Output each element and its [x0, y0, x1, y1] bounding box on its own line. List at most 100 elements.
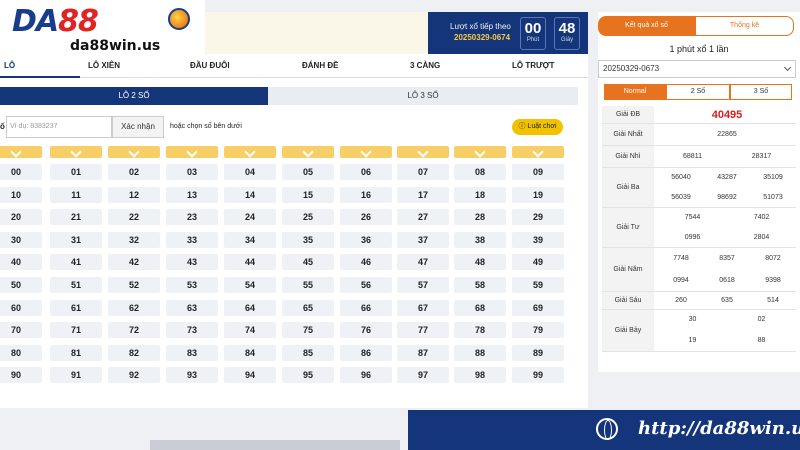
number-cell[interactable]: 80 [0, 344, 42, 361]
number-cell[interactable]: 58 [454, 277, 506, 293]
number-cell[interactable]: 46 [340, 254, 392, 271]
column-select-chevron[interactable] [224, 146, 276, 158]
site-logo[interactable]: DA88 da88win.us [0, 0, 205, 60]
number-cell[interactable]: 40 [0, 254, 42, 271]
column-select-chevron[interactable] [108, 146, 160, 158]
number-cell[interactable]: 33 [166, 231, 218, 248]
number-cell[interactable]: 89 [512, 344, 564, 361]
number-cell[interactable]: 03 [166, 164, 218, 180]
number-cell[interactable]: 72 [108, 322, 160, 339]
session-select[interactable]: 20250329-0673 [598, 60, 796, 78]
mode-3-so[interactable]: 3 Số [730, 84, 792, 100]
number-input[interactable]: Ví dụ: 8383237 [6, 116, 112, 138]
number-cell[interactable]: 59 [512, 277, 564, 293]
number-cell[interactable]: 88 [454, 344, 506, 361]
number-cell[interactable]: 56 [340, 277, 392, 293]
number-cell[interactable]: 62 [108, 299, 160, 316]
number-cell[interactable]: 00 [0, 164, 42, 180]
number-cell[interactable]: 64 [224, 299, 276, 316]
mode-normal[interactable]: Normal [604, 84, 666, 100]
rules-button[interactable]: ⓘ Luật chơi [512, 119, 563, 135]
number-cell[interactable]: 04 [224, 164, 276, 180]
number-cell[interactable]: 16 [340, 186, 392, 203]
number-cell[interactable]: 38 [454, 231, 506, 248]
number-cell[interactable]: 41 [50, 254, 102, 271]
number-cell[interactable]: 15 [282, 186, 334, 203]
number-cell[interactable]: 97 [397, 367, 449, 384]
number-cell[interactable]: 61 [50, 299, 102, 316]
number-cell[interactable]: 09 [512, 164, 564, 180]
tab-3-cang[interactable]: 3 CÀNG [410, 61, 441, 70]
number-cell[interactable]: 60 [0, 299, 42, 316]
number-cell[interactable]: 83 [166, 344, 218, 361]
tab-lo-truot[interactable]: LÔ TRƯỢT [512, 61, 555, 70]
number-cell[interactable]: 55 [282, 277, 334, 293]
number-cell[interactable]: 69 [512, 299, 564, 316]
tab-lo-xien[interactable]: LÔ XIÊN [88, 61, 121, 70]
number-cell[interactable]: 99 [512, 367, 564, 384]
column-select-chevron[interactable] [50, 146, 102, 158]
number-cell[interactable]: 14 [224, 186, 276, 203]
number-cell[interactable]: 18 [454, 186, 506, 203]
number-cell[interactable]: 65 [282, 299, 334, 316]
number-cell[interactable]: 52 [108, 277, 160, 293]
number-cell[interactable]: 90 [0, 367, 42, 384]
number-cell[interactable]: 93 [166, 367, 218, 384]
number-cell[interactable]: 02 [108, 164, 160, 180]
number-cell[interactable]: 37 [397, 231, 449, 248]
number-cell[interactable]: 36 [340, 231, 392, 248]
tab-results[interactable]: Kết quả xổ số [598, 16, 695, 36]
number-cell[interactable]: 44 [224, 254, 276, 271]
number-cell[interactable]: 74 [224, 322, 276, 339]
number-cell[interactable]: 30 [0, 231, 42, 248]
tab-dau-duoi[interactable]: ĐẦU ĐUÔI [190, 61, 230, 70]
tab-statistics[interactable]: Thống kê [695, 16, 794, 36]
number-cell[interactable]: 76 [340, 322, 392, 339]
number-cell[interactable]: 79 [512, 322, 564, 339]
column-select-chevron[interactable] [340, 146, 392, 158]
number-cell[interactable]: 35 [282, 231, 334, 248]
number-cell[interactable]: 17 [397, 186, 449, 203]
number-cell[interactable]: 82 [108, 344, 160, 361]
number-cell[interactable]: 25 [282, 209, 334, 226]
number-cell[interactable]: 13 [166, 186, 218, 203]
number-cell[interactable]: 98 [454, 367, 506, 384]
number-cell[interactable]: 94 [224, 367, 276, 384]
number-cell[interactable]: 86 [340, 344, 392, 361]
confirm-button[interactable]: Xác nhận [112, 116, 164, 138]
tab-lo[interactable]: LÔ [4, 61, 16, 70]
number-cell[interactable]: 27 [397, 209, 449, 226]
number-cell[interactable]: 84 [224, 344, 276, 361]
number-cell[interactable]: 21 [50, 209, 102, 226]
number-cell[interactable]: 32 [108, 231, 160, 248]
number-cell[interactable]: 81 [50, 344, 102, 361]
column-select-chevron[interactable] [166, 146, 218, 158]
number-cell[interactable]: 24 [224, 209, 276, 226]
tab-danh-de[interactable]: ĐÁNH ĐỀ [302, 61, 339, 70]
number-cell[interactable]: 77 [397, 322, 449, 339]
number-cell[interactable]: 96 [340, 367, 392, 384]
number-cell[interactable]: 48 [454, 254, 506, 271]
number-cell[interactable]: 05 [282, 164, 334, 180]
column-select-chevron[interactable] [282, 146, 334, 158]
column-select-chevron[interactable] [512, 146, 564, 158]
number-cell[interactable]: 31 [50, 231, 102, 248]
number-cell[interactable]: 67 [397, 299, 449, 316]
number-cell[interactable]: 19 [512, 186, 564, 203]
number-cell[interactable]: 66 [340, 299, 392, 316]
number-cell[interactable]: 23 [166, 209, 218, 226]
number-cell[interactable]: 75 [282, 322, 334, 339]
number-cell[interactable]: 57 [397, 277, 449, 293]
number-cell[interactable]: 49 [512, 254, 564, 271]
number-cell[interactable]: 53 [166, 277, 218, 293]
number-cell[interactable]: 10 [0, 186, 42, 203]
number-cell[interactable]: 54 [224, 277, 276, 293]
subtab-lo-3-so[interactable]: LÔ 3 SỐ [268, 87, 578, 105]
number-cell[interactable]: 91 [50, 367, 102, 384]
number-cell[interactable]: 07 [397, 164, 449, 180]
number-cell[interactable]: 12 [108, 186, 160, 203]
number-cell[interactable]: 63 [166, 299, 218, 316]
number-cell[interactable]: 73 [166, 322, 218, 339]
number-cell[interactable]: 34 [224, 231, 276, 248]
number-cell[interactable]: 85 [282, 344, 334, 361]
